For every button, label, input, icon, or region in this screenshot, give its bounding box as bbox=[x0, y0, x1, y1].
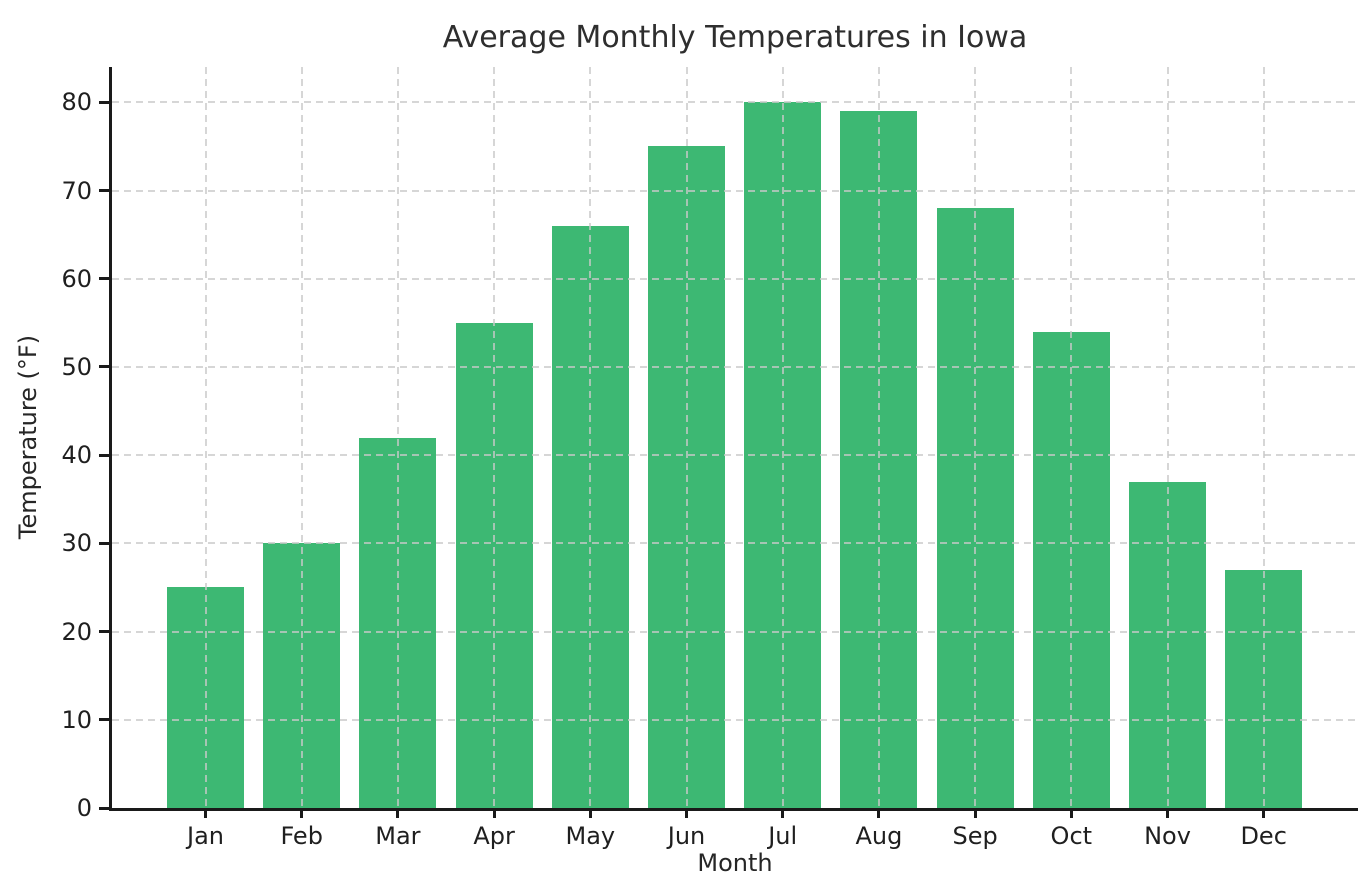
x-tick-label: May bbox=[565, 822, 616, 850]
y-tick-mark bbox=[99, 541, 109, 545]
x-tick-label: Aug bbox=[855, 822, 903, 850]
y-tick-mark bbox=[99, 630, 109, 634]
bar-oct bbox=[1032, 331, 1110, 808]
bar-jan bbox=[167, 587, 244, 808]
x-tick-label: Jan bbox=[187, 822, 224, 850]
bar-aug bbox=[840, 111, 918, 808]
y-axis-spine bbox=[109, 67, 112, 811]
x-tick-mark bbox=[1262, 808, 1266, 818]
plot-area: 0 10 20 30 40 50 60 70 80 Jan Feb Mar Apr May Jun Jul Au… bbox=[61, 67, 1358, 850]
x-tick-mark bbox=[492, 808, 496, 818]
y-tick-label: 30 bbox=[61, 529, 92, 558]
bar-jul bbox=[744, 102, 822, 808]
horizontal-gridline bbox=[112, 454, 1358, 457]
bar-feb bbox=[263, 543, 341, 808]
y-tick-label: 80 bbox=[61, 88, 92, 117]
x-axis-label: Month bbox=[697, 849, 773, 877]
horizontal-gridline bbox=[112, 101, 1358, 104]
horizontal-gridline bbox=[112, 277, 1358, 280]
x-tick-mark bbox=[973, 808, 977, 818]
x-tick-label: Jun bbox=[667, 822, 706, 850]
x-tick-label: Dec bbox=[1240, 822, 1287, 850]
y-tick-label: 10 bbox=[61, 705, 92, 734]
bar-jun bbox=[648, 146, 725, 808]
bar-dec bbox=[1225, 569, 1303, 808]
y-tick-mark bbox=[99, 365, 109, 369]
y-tick-label: 0 bbox=[76, 794, 92, 822]
y-tick-mark bbox=[99, 100, 109, 104]
y-tick-label: 20 bbox=[61, 617, 92, 646]
x-tick-label: Jul bbox=[768, 822, 798, 850]
y-tick-mark bbox=[99, 277, 109, 281]
bar-mar bbox=[359, 437, 437, 808]
x-tick-mark bbox=[588, 808, 592, 818]
bar-sep bbox=[936, 208, 1014, 808]
y-tick-mark bbox=[99, 718, 109, 722]
x-tick-mark bbox=[396, 808, 400, 818]
horizontal-gridline bbox=[112, 189, 1358, 192]
y-tick-mark bbox=[99, 453, 109, 457]
bar-nov bbox=[1129, 481, 1206, 808]
horizontal-gridline bbox=[112, 365, 1358, 368]
y-tick-label: 40 bbox=[61, 441, 92, 470]
x-tick-mark bbox=[1166, 808, 1169, 818]
x-tick-label: Oct bbox=[1050, 822, 1093, 850]
x-tick-label: Apr bbox=[473, 822, 515, 850]
x-tick-label: Feb bbox=[280, 822, 323, 850]
x-tick-mark bbox=[204, 808, 207, 818]
chart-title: Average Monthly Temperatures in Iowa bbox=[442, 20, 1028, 55]
x-tick-mark bbox=[781, 808, 785, 818]
y-tick-mark bbox=[99, 189, 109, 192]
x-tick-mark bbox=[300, 808, 304, 818]
x-tick-mark bbox=[685, 808, 688, 818]
x-tick-mark bbox=[877, 808, 881, 818]
y-tick-label: 50 bbox=[61, 352, 92, 381]
y-tick-label: 70 bbox=[61, 176, 92, 205]
x-tick-mark bbox=[1069, 808, 1073, 818]
bar-may bbox=[551, 225, 629, 808]
bar-apr bbox=[455, 322, 533, 808]
x-tick-label: Nov bbox=[1144, 822, 1191, 850]
y-tick-mark bbox=[99, 806, 109, 810]
x-tick-label: Sep bbox=[952, 822, 998, 850]
x-axis-spine bbox=[109, 808, 1358, 811]
y-tick-label: 60 bbox=[61, 264, 92, 293]
x-tick-label: Mar bbox=[375, 822, 421, 850]
